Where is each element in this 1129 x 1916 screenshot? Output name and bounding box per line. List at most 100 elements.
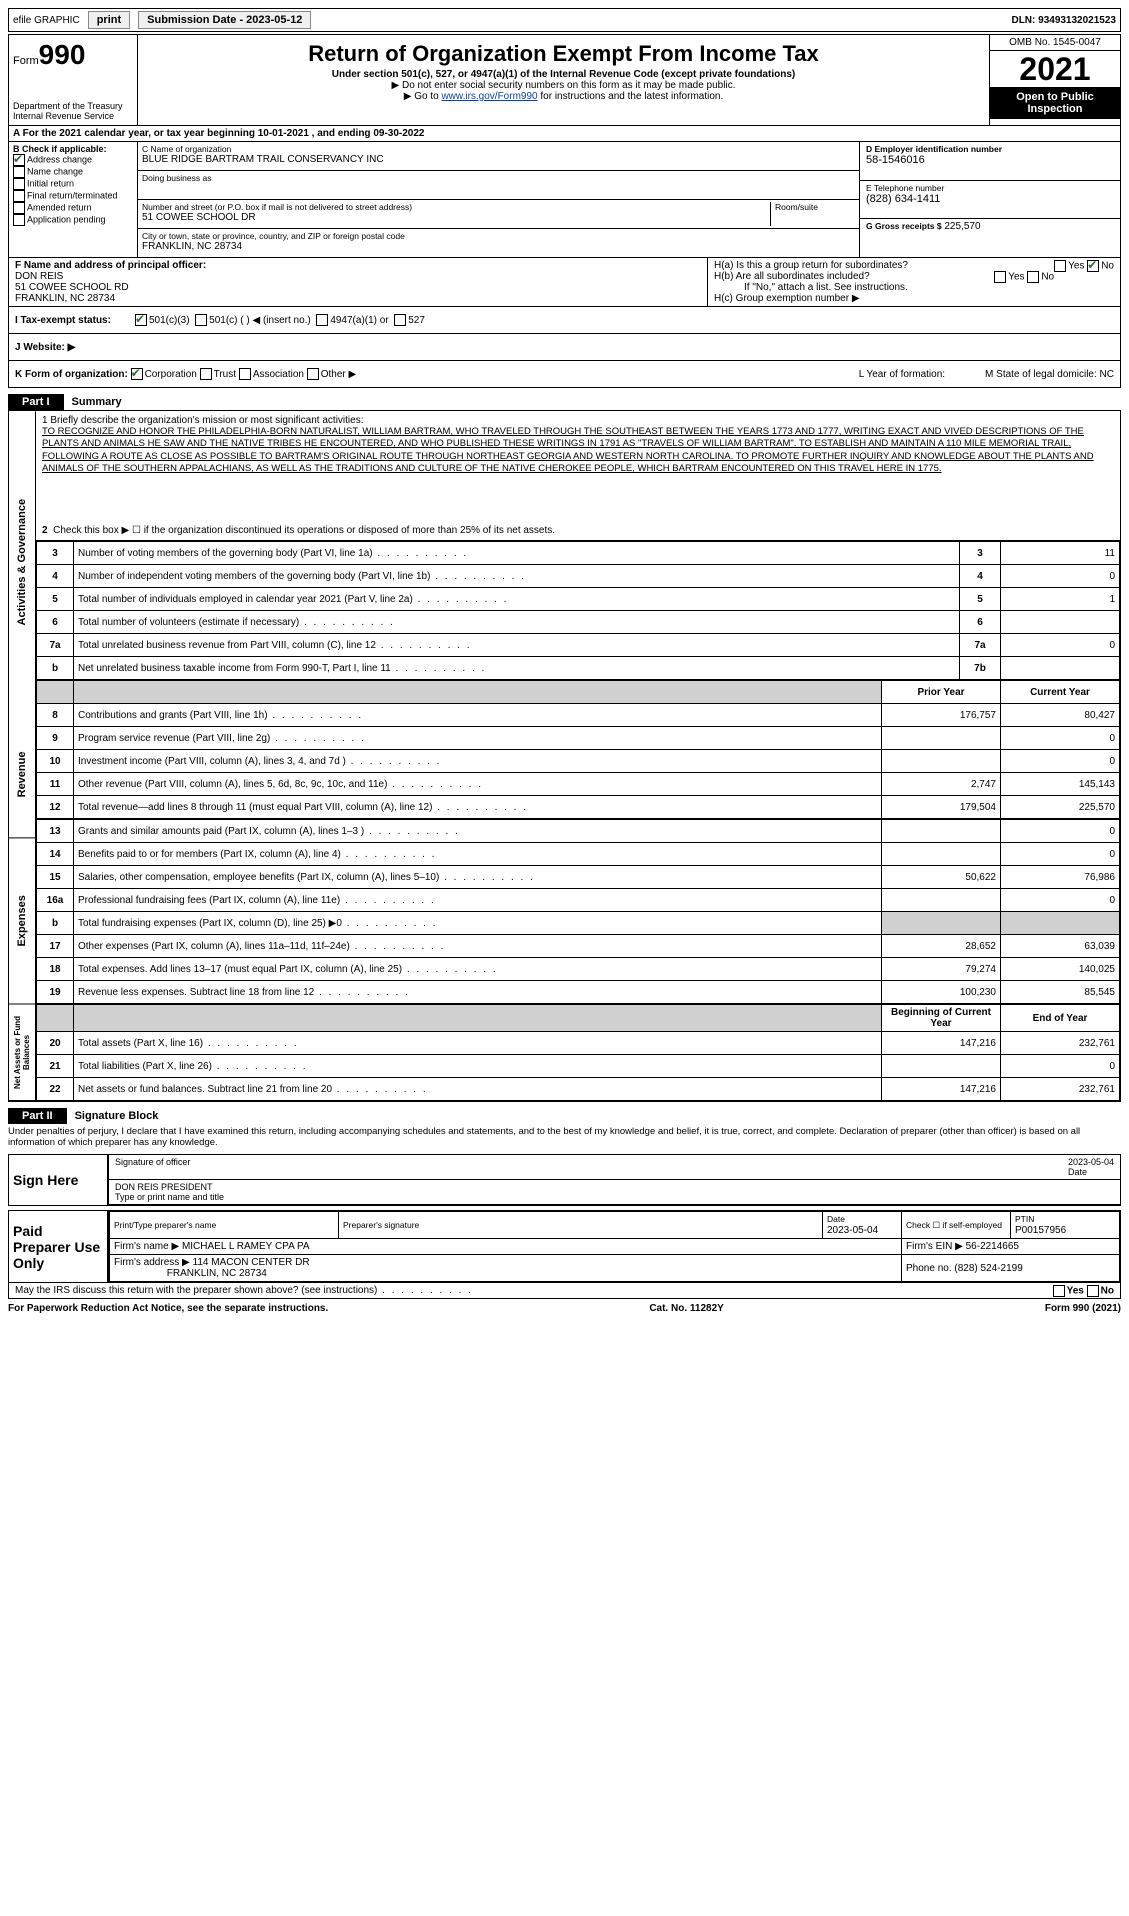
signature-block: Sign Here Signature of officer 2023-05-0… (8, 1154, 1121, 1206)
officer-addr1: 51 COWEE SCHOOL RD (15, 282, 701, 293)
year-formation: L Year of formation: (859, 369, 945, 380)
cb-501c[interactable] (195, 314, 207, 326)
ein-value: 58-1546016 (866, 154, 1114, 166)
part2-label: Part II (8, 1108, 67, 1124)
opt-other: Other ▶ (321, 369, 356, 380)
checkbox-initial-return[interactable] (13, 178, 25, 190)
col-d-e-g: D Employer identification number 58-1546… (859, 142, 1120, 257)
hb-text: H(b) Are all subordinates included? (714, 271, 870, 282)
opt-527: 527 (408, 315, 425, 326)
checkbox-final-return[interactable] (13, 190, 25, 202)
type-name-label: Type or print name and title (115, 1192, 1114, 1202)
cb-501c3[interactable] (135, 314, 147, 326)
cb-4947[interactable] (316, 314, 328, 326)
firm-phone: (828) 524-2199 (954, 1263, 1022, 1274)
discuss-yes[interactable] (1053, 1285, 1065, 1297)
goto-prefix: ▶ Go to (404, 91, 442, 102)
irs-label: Internal Revenue Service (13, 111, 133, 121)
h-a: H(a) Is this a group return for subordin… (714, 260, 1114, 271)
part2-title: Signature Block (67, 1110, 159, 1122)
hb-note: If "No," attach a list. See instructions… (714, 282, 1114, 293)
ha-yes[interactable] (1054, 260, 1066, 272)
form-title: Return of Organization Exempt From Incom… (142, 41, 985, 67)
form-of-org-label: K Form of organization: (15, 369, 128, 380)
firm-name-l: Firm's name ▶ (114, 1241, 179, 1252)
irs-link[interactable]: www.irs.gov/Form990 (441, 91, 537, 102)
print-button[interactable]: print (88, 11, 130, 29)
discuss-text: May the IRS discuss this return with the… (15, 1285, 473, 1296)
cb-527[interactable] (394, 314, 406, 326)
ein-label: D Employer identification number (866, 144, 1114, 154)
org-info-grid: B Check if applicable: Address change Na… (8, 142, 1121, 258)
firm-ein: 56-2214665 (966, 1241, 1019, 1252)
city-value: FRANKLIN, NC 28734 (142, 241, 855, 252)
addr-label: Number and street (or P.O. box if mail i… (142, 202, 770, 212)
tax-year: 2021 (990, 51, 1120, 87)
label-initial-return: Initial return (27, 178, 74, 188)
checkbox-amended[interactable] (13, 202, 25, 214)
mission-label: 1 Briefly describe the organization's mi… (42, 415, 1114, 426)
mission-box: 1 Briefly describe the organization's mi… (36, 411, 1120, 541)
expense-lines: 13Grants and similar amounts paid (Part … (36, 819, 1120, 1004)
gross-receipts-value: 225,570 (944, 221, 980, 232)
hb-yes[interactable] (994, 271, 1006, 283)
label-name-change: Name change (27, 166, 83, 176)
summary-table: Activities & Governance Revenue Expenses… (8, 410, 1121, 1102)
hb-no[interactable] (1027, 271, 1039, 283)
opt-501c3: 501(c)(3) (149, 315, 190, 326)
label-amended: Amended return (27, 202, 92, 212)
prep-check: Check ☐ if self-employed (906, 1220, 1002, 1230)
phone-label: E Telephone number (866, 183, 1114, 193)
cb-other[interactable] (307, 368, 319, 380)
firm-name: MICHAEL L RAMEY CPA PA (182, 1241, 310, 1252)
netassets-lines: Beginning of Current YearEnd of Year20To… (36, 1004, 1120, 1101)
tax-exempt-label: I Tax-exempt status: (15, 315, 135, 326)
state-domicile: M State of legal domicile: NC (985, 369, 1114, 380)
discuss-no[interactable] (1087, 1285, 1099, 1297)
sig-date: 2023-05-04 (1068, 1157, 1114, 1167)
ha-no[interactable] (1087, 260, 1099, 272)
row-i: I Tax-exempt status: 501(c)(3) 501(c) ( … (8, 307, 1121, 334)
form-header: Form990 Department of the Treasury Inter… (8, 34, 1121, 126)
ptin-val: P00157956 (1015, 1225, 1066, 1236)
prep-date-h: Date (827, 1214, 845, 1224)
officer-label: F Name and address of principal officer: (15, 260, 701, 271)
form-990-number: 990 (39, 39, 86, 70)
row-k: K Form of organization: Corporation Trus… (8, 361, 1121, 388)
cb-assoc[interactable] (239, 368, 251, 380)
opt-corp: Corporation (145, 369, 197, 380)
paid-preparer-block: Paid Preparer Use Only Print/Type prepar… (8, 1210, 1121, 1283)
vert-expenses: Expenses (9, 839, 36, 1005)
firm-addr-l: Firm's address ▶ (114, 1257, 190, 1268)
paid-preparer-label: Paid Preparer Use Only (9, 1211, 107, 1282)
col-c-org-name: C Name of organization BLUE RIDGE BARTRA… (138, 142, 859, 257)
opt-assoc: Association (253, 369, 304, 380)
cb-trust[interactable] (200, 368, 212, 380)
cb-corp[interactable] (131, 368, 143, 380)
addr-value: 51 COWEE SCHOOL DR (142, 212, 770, 223)
label-app-pending: Application pending (27, 214, 106, 224)
label-final-return: Final return/terminated (27, 190, 118, 200)
col-b-header: B Check if applicable: (13, 144, 133, 154)
officer-addr2: FRANKLIN, NC 28734 (15, 293, 701, 304)
opt-501c: 501(c) ( ) ◀ (insert no.) (209, 315, 311, 326)
preparer-table: Print/Type preparer's name Preparer's si… (109, 1211, 1120, 1282)
prep-sig-h: Preparer's signature (343, 1220, 419, 1230)
vert-revenue: Revenue (9, 712, 36, 838)
website-label: J Website: ▶ (15, 342, 75, 353)
footer: For Paperwork Reduction Act Notice, see … (8, 1303, 1121, 1314)
checkbox-name-change[interactable] (13, 166, 25, 178)
checkbox-app-pending[interactable] (13, 214, 25, 226)
ha-text: H(a) Is this a group return for subordin… (714, 260, 908, 271)
instruction-line-2: ▶ Go to www.irs.gov/Form990 for instruct… (142, 91, 985, 102)
prep-name-h: Print/Type preparer's name (114, 1220, 216, 1230)
part1-header: Part I Summary (8, 394, 1121, 410)
discuss-row: May the IRS discuss this return with the… (8, 1283, 1121, 1299)
dept-treasury: Department of the Treasury (13, 101, 133, 111)
firm-addr1: 114 MACON CENTER DR (193, 1257, 310, 1268)
prep-date: 2023-05-04 (827, 1225, 878, 1236)
h-b: H(b) Are all subordinates included? Yes … (714, 271, 1114, 282)
omb-number: OMB No. 1545-0047 (990, 35, 1120, 51)
revenue-lines: Prior YearCurrent Year8Contributions and… (36, 680, 1120, 819)
checkbox-address-change[interactable] (13, 154, 25, 166)
